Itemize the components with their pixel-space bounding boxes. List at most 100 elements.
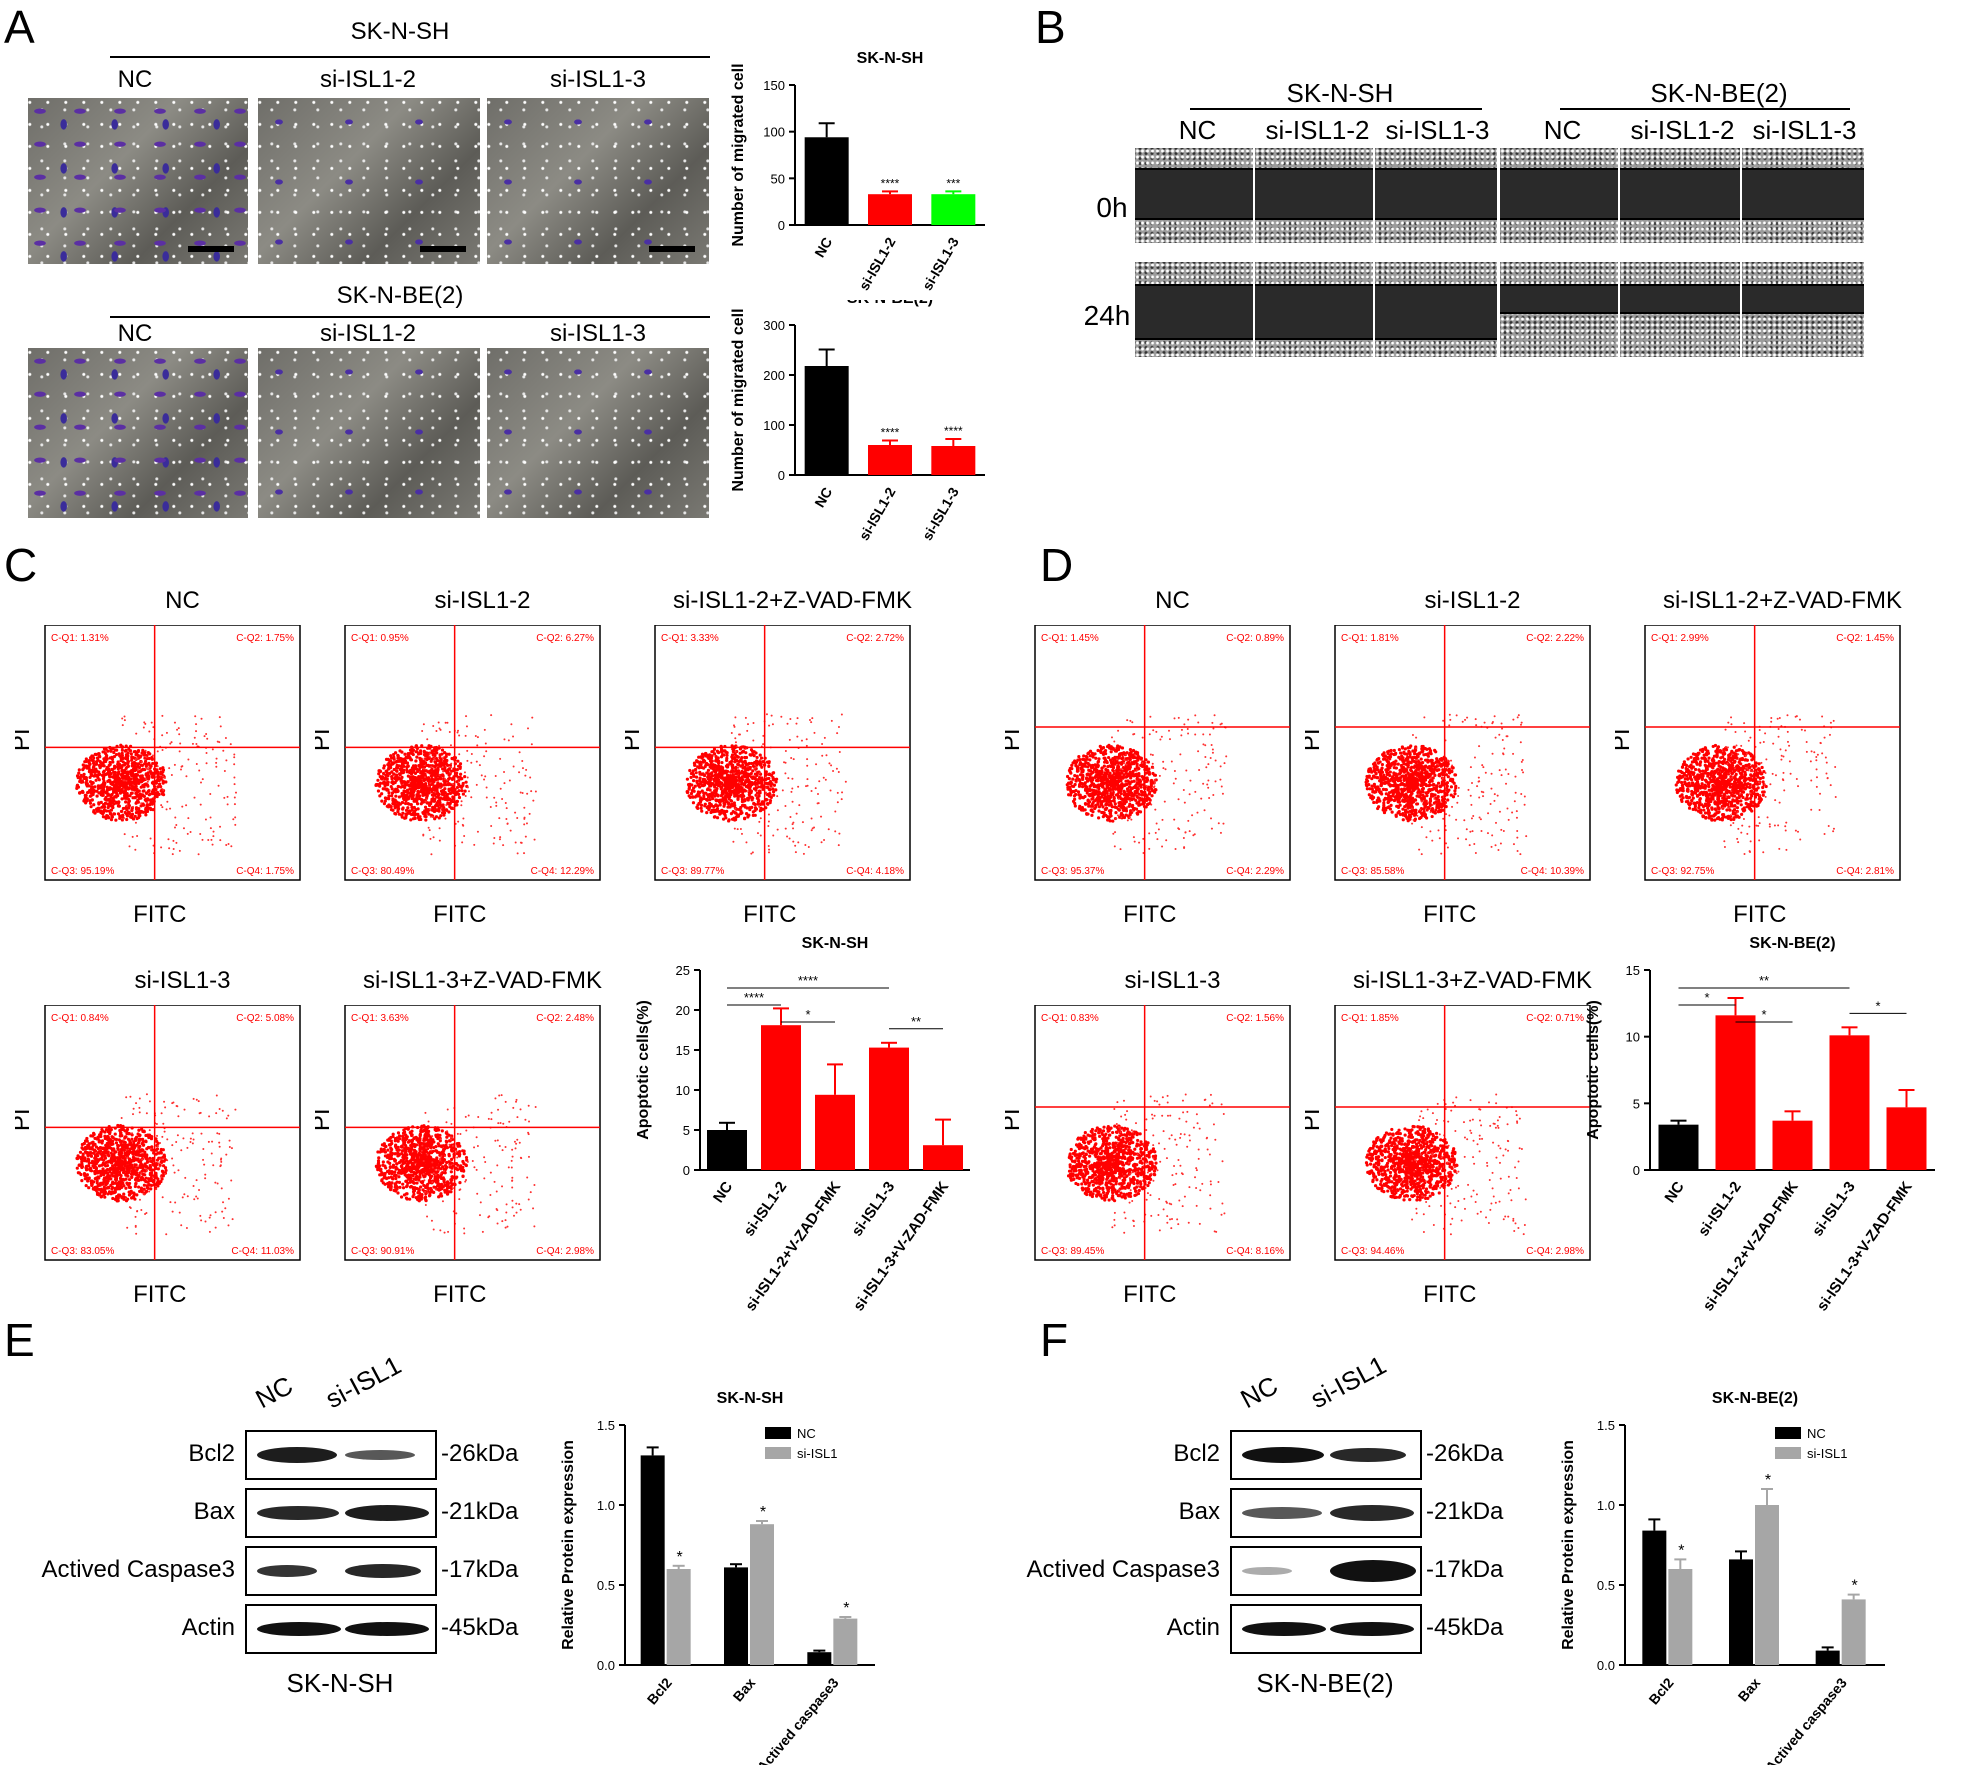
event-dot [773, 777, 777, 782]
event-dot [427, 801, 431, 805]
event-dot [503, 782, 506, 785]
event-dot [131, 1150, 136, 1154]
event-dot [124, 1172, 128, 1176]
event-dot [125, 770, 129, 774]
event-dot [767, 787, 771, 791]
event-dot [391, 782, 395, 786]
event-dot [429, 778, 433, 782]
event-dot [781, 789, 784, 792]
event-dot [211, 1140, 214, 1143]
event-dot [173, 763, 176, 766]
event-dot [392, 1174, 397, 1178]
event-dot [429, 782, 432, 785]
event-dot [409, 818, 413, 822]
event-dot [149, 1147, 152, 1150]
event-dot [206, 737, 209, 740]
event-dot [172, 839, 175, 842]
event-dot [102, 1185, 106, 1189]
event-dot [699, 803, 704, 807]
event-dot [80, 1165, 84, 1169]
x-tick-label: si-ISL1-2 [856, 484, 899, 543]
event-dot [159, 1141, 162, 1144]
event-dot [525, 822, 528, 825]
event-dot [808, 719, 811, 722]
event-dot [121, 806, 126, 811]
event-dot [752, 787, 757, 791]
event-dot [449, 806, 454, 810]
event-dot [464, 734, 467, 737]
event-dot [380, 775, 384, 779]
event-dot [699, 798, 703, 802]
event-dot [228, 1145, 231, 1148]
event-dot [716, 761, 721, 765]
event-dot [132, 779, 136, 784]
event-dot [752, 761, 756, 765]
event-dot [708, 801, 712, 805]
event-dot [790, 790, 793, 793]
event-dot [109, 818, 114, 822]
event-dot [716, 756, 720, 760]
event-dot [113, 1169, 117, 1173]
event-dot [734, 779, 738, 783]
event-dot [161, 1196, 164, 1199]
event-dot [99, 1195, 103, 1199]
event-dot [105, 785, 109, 789]
event-dot [398, 802, 402, 806]
event-dot [391, 1132, 395, 1136]
event-dot [495, 801, 498, 804]
event-dot [784, 827, 787, 830]
event-dot [216, 1182, 219, 1185]
event-dot [116, 794, 120, 798]
event-dot [105, 771, 110, 776]
event-dot [214, 1181, 217, 1184]
event-dot [130, 808, 134, 813]
event-dot [137, 796, 142, 800]
event-dot [178, 849, 181, 852]
event-dot [155, 1123, 158, 1126]
event-dot [387, 803, 391, 807]
event-dot [447, 1154, 451, 1158]
event-dot [155, 1188, 158, 1191]
event-dot [408, 787, 412, 791]
event-dot [698, 785, 702, 789]
event-dot [393, 751, 398, 755]
event-dot [706, 795, 711, 799]
event-dot [148, 806, 153, 810]
event-dot [129, 1172, 134, 1176]
event-dot [764, 797, 769, 802]
event-dot [815, 763, 818, 766]
event-dot [436, 766, 440, 770]
event-dot [523, 852, 526, 855]
event-dot [179, 742, 182, 745]
event-dot [103, 1156, 108, 1160]
event-dot [438, 764, 443, 768]
event-dot [180, 1224, 183, 1227]
event-dot [748, 753, 752, 757]
event-dot [731, 757, 735, 761]
event-dot [396, 1139, 400, 1143]
event-dot [730, 789, 734, 793]
event-dot [115, 788, 120, 792]
event-dot [417, 796, 422, 801]
event-dot [161, 1135, 164, 1138]
event-dot [84, 1151, 89, 1155]
event-dot [413, 812, 418, 816]
event-dot [149, 837, 152, 840]
event-dot [174, 826, 177, 829]
event-dot [404, 755, 408, 759]
event-dot [143, 1154, 147, 1159]
event-dot [424, 783, 428, 788]
event-dot [761, 785, 765, 789]
event-dot [223, 769, 226, 772]
event-dot [752, 739, 755, 742]
event-dot [442, 779, 446, 783]
event-dot [120, 809, 124, 813]
event-dot [100, 805, 104, 809]
event-dot [440, 811, 445, 815]
event-dot [770, 714, 773, 717]
event-dot [718, 803, 722, 807]
event-dot [160, 1112, 163, 1115]
event-dot [410, 805, 414, 809]
event-dot [752, 802, 756, 806]
